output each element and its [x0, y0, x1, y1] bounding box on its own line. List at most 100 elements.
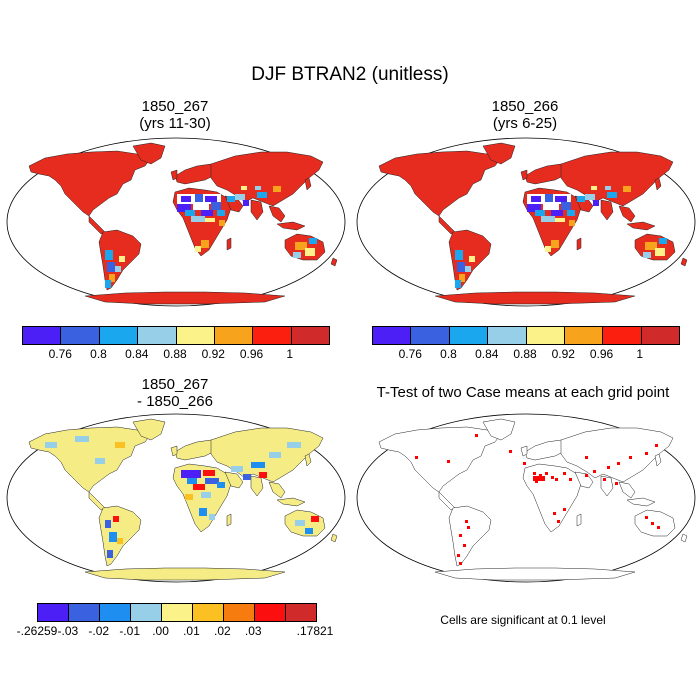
colorbar-diff-labels: -.26259 -.03 -.02 -.01 .00 .01 .02 .03 .17821 [17, 624, 334, 640]
significant-cell [645, 516, 648, 519]
map-diff-indonesia [276, 497, 306, 507]
significant-cluster [533, 476, 545, 481]
colorbar-tick-label: 0.8 [90, 347, 107, 361]
figure-title: DJF BTRAN2 (unitless) [251, 64, 449, 85]
map-case2-dry-patches-cell [591, 186, 597, 190]
colorbar-swatch [99, 327, 139, 344]
map-diff-change-patches-cell [181, 470, 201, 478]
colorbar-swatch [488, 327, 527, 344]
map-case2-asia [560, 151, 674, 207]
colorbar-case1 [22, 326, 330, 345]
colorbar-swatch [291, 327, 329, 344]
map-case1 [6, 137, 346, 307]
map-diff-change-patches-cell [109, 532, 117, 542]
colorbar-swatch [23, 327, 62, 344]
map-case1-dry-patches-cell [201, 240, 209, 248]
colorbar-tick-label: -.01 [119, 624, 140, 638]
significant-cell [459, 534, 462, 537]
colorbar-tick-label: .01 [183, 624, 200, 638]
colorbar-tick-label: 0.76 [398, 347, 422, 361]
map-diff-change-patches-cell [287, 442, 301, 448]
colorbar-tick-label: 0.88 [163, 347, 187, 361]
map-diff-change-patches-cell [205, 478, 219, 484]
map-case1-dry-patches-cell [241, 186, 247, 190]
map-case1-southeast-asia [268, 205, 286, 223]
map-diff-change-patches-cell [269, 452, 281, 458]
map-case1-dry-patches [105, 186, 317, 288]
map-ttest-greenland [482, 418, 516, 441]
map-diff-arabia [224, 471, 244, 489]
colorbar-swatch [224, 604, 255, 621]
map-diff-change-patches-cell [201, 492, 211, 498]
map-case1-dry-patches-cell [115, 266, 121, 272]
significant-cell [509, 450, 512, 453]
map-ttest-new-zealand [680, 533, 688, 543]
colorbar-tick-label: 0.92 [551, 347, 575, 361]
map-ttest-indonesia [626, 497, 656, 507]
map-case2-greenland [482, 142, 516, 165]
map-case2-dry-patches-cell [555, 218, 565, 222]
map-case1-dry-patches-cell [105, 250, 113, 260]
map-ttest-antarctica [434, 567, 636, 581]
map-diff-change-patches-cell [45, 442, 57, 448]
map-case1-japan [304, 177, 312, 191]
colorbar-swatch [69, 604, 100, 621]
map-ttest-japan [654, 453, 662, 467]
colorbar-swatch [100, 604, 131, 621]
significant-cell [457, 554, 460, 557]
map-ttest-madagascar [576, 513, 582, 527]
colorbar-tick-label: 1 [286, 347, 294, 361]
map-diff-change-patches-cell [193, 484, 205, 490]
map-case1-dry-patches-cell [195, 246, 201, 252]
colorbar-tick-label: 0.96 [239, 347, 264, 361]
map-case2-dry-patches-cell [545, 246, 551, 252]
map-diff-change-patches-cell [311, 516, 319, 522]
map-diff-change-patches-cell [187, 478, 197, 484]
significant-cell [467, 526, 470, 529]
map-case1-dry-patches-cell [185, 210, 195, 216]
map-case2-indonesia [626, 221, 656, 231]
map-case1-dry-patches-cell [219, 220, 225, 226]
significant-cell [475, 434, 478, 437]
colorbar-tick-label: .00 [152, 624, 169, 638]
map-case1-dry-patches-cell [105, 280, 111, 288]
map-case2-dry-patches-cell [585, 194, 595, 200]
map-ttest-significant-cells [415, 434, 660, 565]
map-case1-dry-patches-cell [107, 262, 115, 272]
map-case2-dry-patches-cell [527, 204, 541, 212]
map-case2-dry-patches-cell [469, 256, 475, 262]
map-case2-dry-patches-cell [593, 200, 599, 206]
map-case2-japan [654, 177, 662, 191]
colorbar-swatch [286, 604, 316, 621]
significant-cell [593, 470, 596, 473]
panel-title-diff: 1850_267 - 1850_266 [35, 376, 315, 410]
map-diff-change-patches-cell [185, 494, 193, 500]
significant-cell [459, 562, 462, 565]
map-diff-change-patches-cell [295, 520, 305, 526]
map-case2-dry-patches-cell [457, 262, 465, 272]
map-case2-dry-patches-cell [643, 252, 651, 258]
colorbar-swatch [176, 327, 215, 344]
map-case2-dry-patches-cell [607, 192, 617, 198]
map-case2-dry-patches-cell [459, 274, 465, 282]
map-diff-change-patches-cell [117, 538, 123, 544]
map-case2-madagascar [576, 237, 582, 251]
map-case2-dry-patches-cell [655, 248, 665, 256]
map-case1-dry-patches-cell [257, 192, 267, 198]
case2-title-line2: (yrs 6-25) [492, 115, 558, 132]
colorbar-swatch [38, 604, 69, 621]
colorbar-swatch [253, 327, 292, 344]
map-ttest-land [378, 418, 688, 581]
significant-cell [603, 478, 606, 481]
significant-cell [555, 478, 558, 481]
map-case1-dry-patches-cell [295, 242, 307, 250]
significant-cell [607, 466, 610, 469]
significant-cell [563, 508, 566, 511]
colorbar-tick-label: 0.96 [589, 347, 614, 361]
colorbar-swatch [138, 327, 177, 344]
colorbar-swatch [131, 604, 162, 621]
colorbar-swatch [411, 327, 450, 344]
map-case2 [356, 137, 696, 307]
map-ttest-south-america [448, 505, 492, 567]
colorbar-case2-labels: 0.76 0.8 0.84 0.88 0.92 0.96 1 [372, 347, 678, 363]
